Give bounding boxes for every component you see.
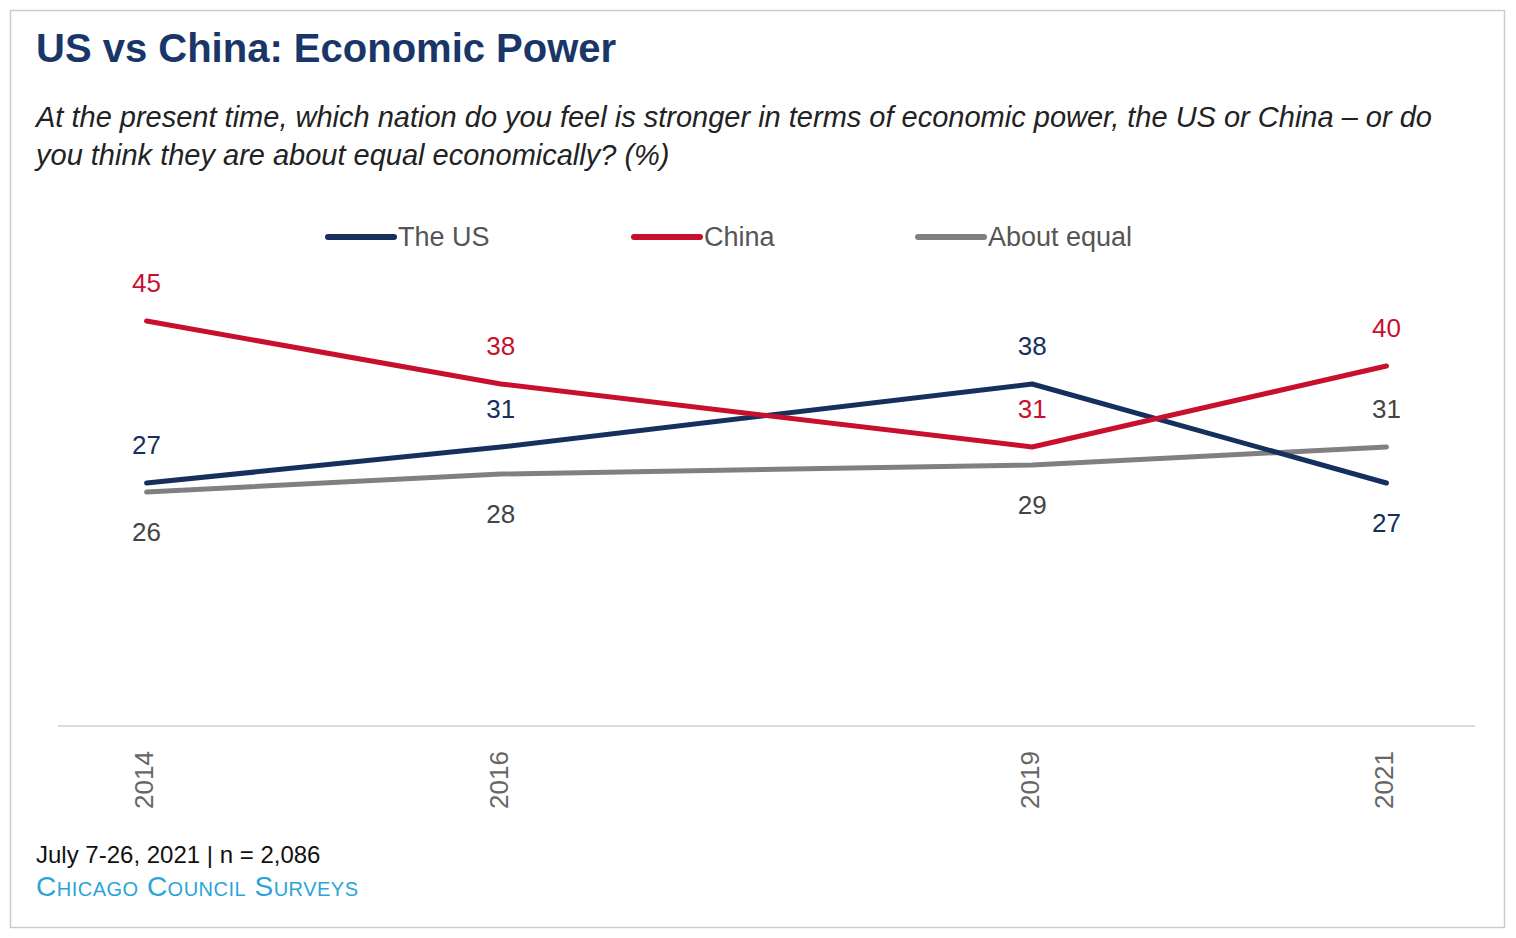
subtitle: At the present time, which nation do you… (34, 101, 1432, 171)
data-label: 27 (132, 430, 161, 460)
frame (11, 11, 1505, 928)
chart-svg: US vs China: Economic Power At the presen… (0, 0, 1516, 938)
x-tick-label: 2014 (129, 751, 159, 809)
data-label: 38 (486, 331, 515, 361)
legend-label: The US (398, 222, 490, 252)
legend-label: About equal (988, 222, 1132, 252)
data-label: 45 (132, 268, 161, 298)
x-tick-label: 2016 (484, 751, 514, 809)
legend-label: China (704, 222, 776, 252)
data-label: 27 (1372, 508, 1401, 538)
x-tick-label: 2021 (1369, 751, 1399, 809)
data-label: 31 (486, 394, 515, 424)
series-line (147, 384, 1387, 483)
plot-area (147, 321, 1387, 492)
series-line (147, 447, 1387, 492)
x-axis (58, 725, 1475, 727)
title: US vs China: Economic Power (36, 26, 616, 70)
source: Chicago Council Surveys (36, 871, 359, 902)
series-line (147, 321, 1387, 447)
chart-root: US vs China: Economic Power At the presen… (0, 0, 1516, 938)
data-label: 40 (1372, 313, 1401, 343)
footnote: July 7-26, 2021 | n = 2,086 (36, 841, 320, 868)
data-label: 29 (1018, 490, 1047, 520)
data-label: 26 (132, 517, 161, 547)
data-label: 28 (486, 499, 515, 529)
data-label: 38 (1018, 331, 1047, 361)
x-tick-label: 2019 (1015, 751, 1045, 809)
data-label: 31 (1018, 394, 1047, 424)
legend-swatch (918, 234, 984, 240)
legend-swatch (634, 234, 700, 240)
legend-swatch (328, 234, 394, 240)
data-label: 31 (1372, 394, 1401, 424)
